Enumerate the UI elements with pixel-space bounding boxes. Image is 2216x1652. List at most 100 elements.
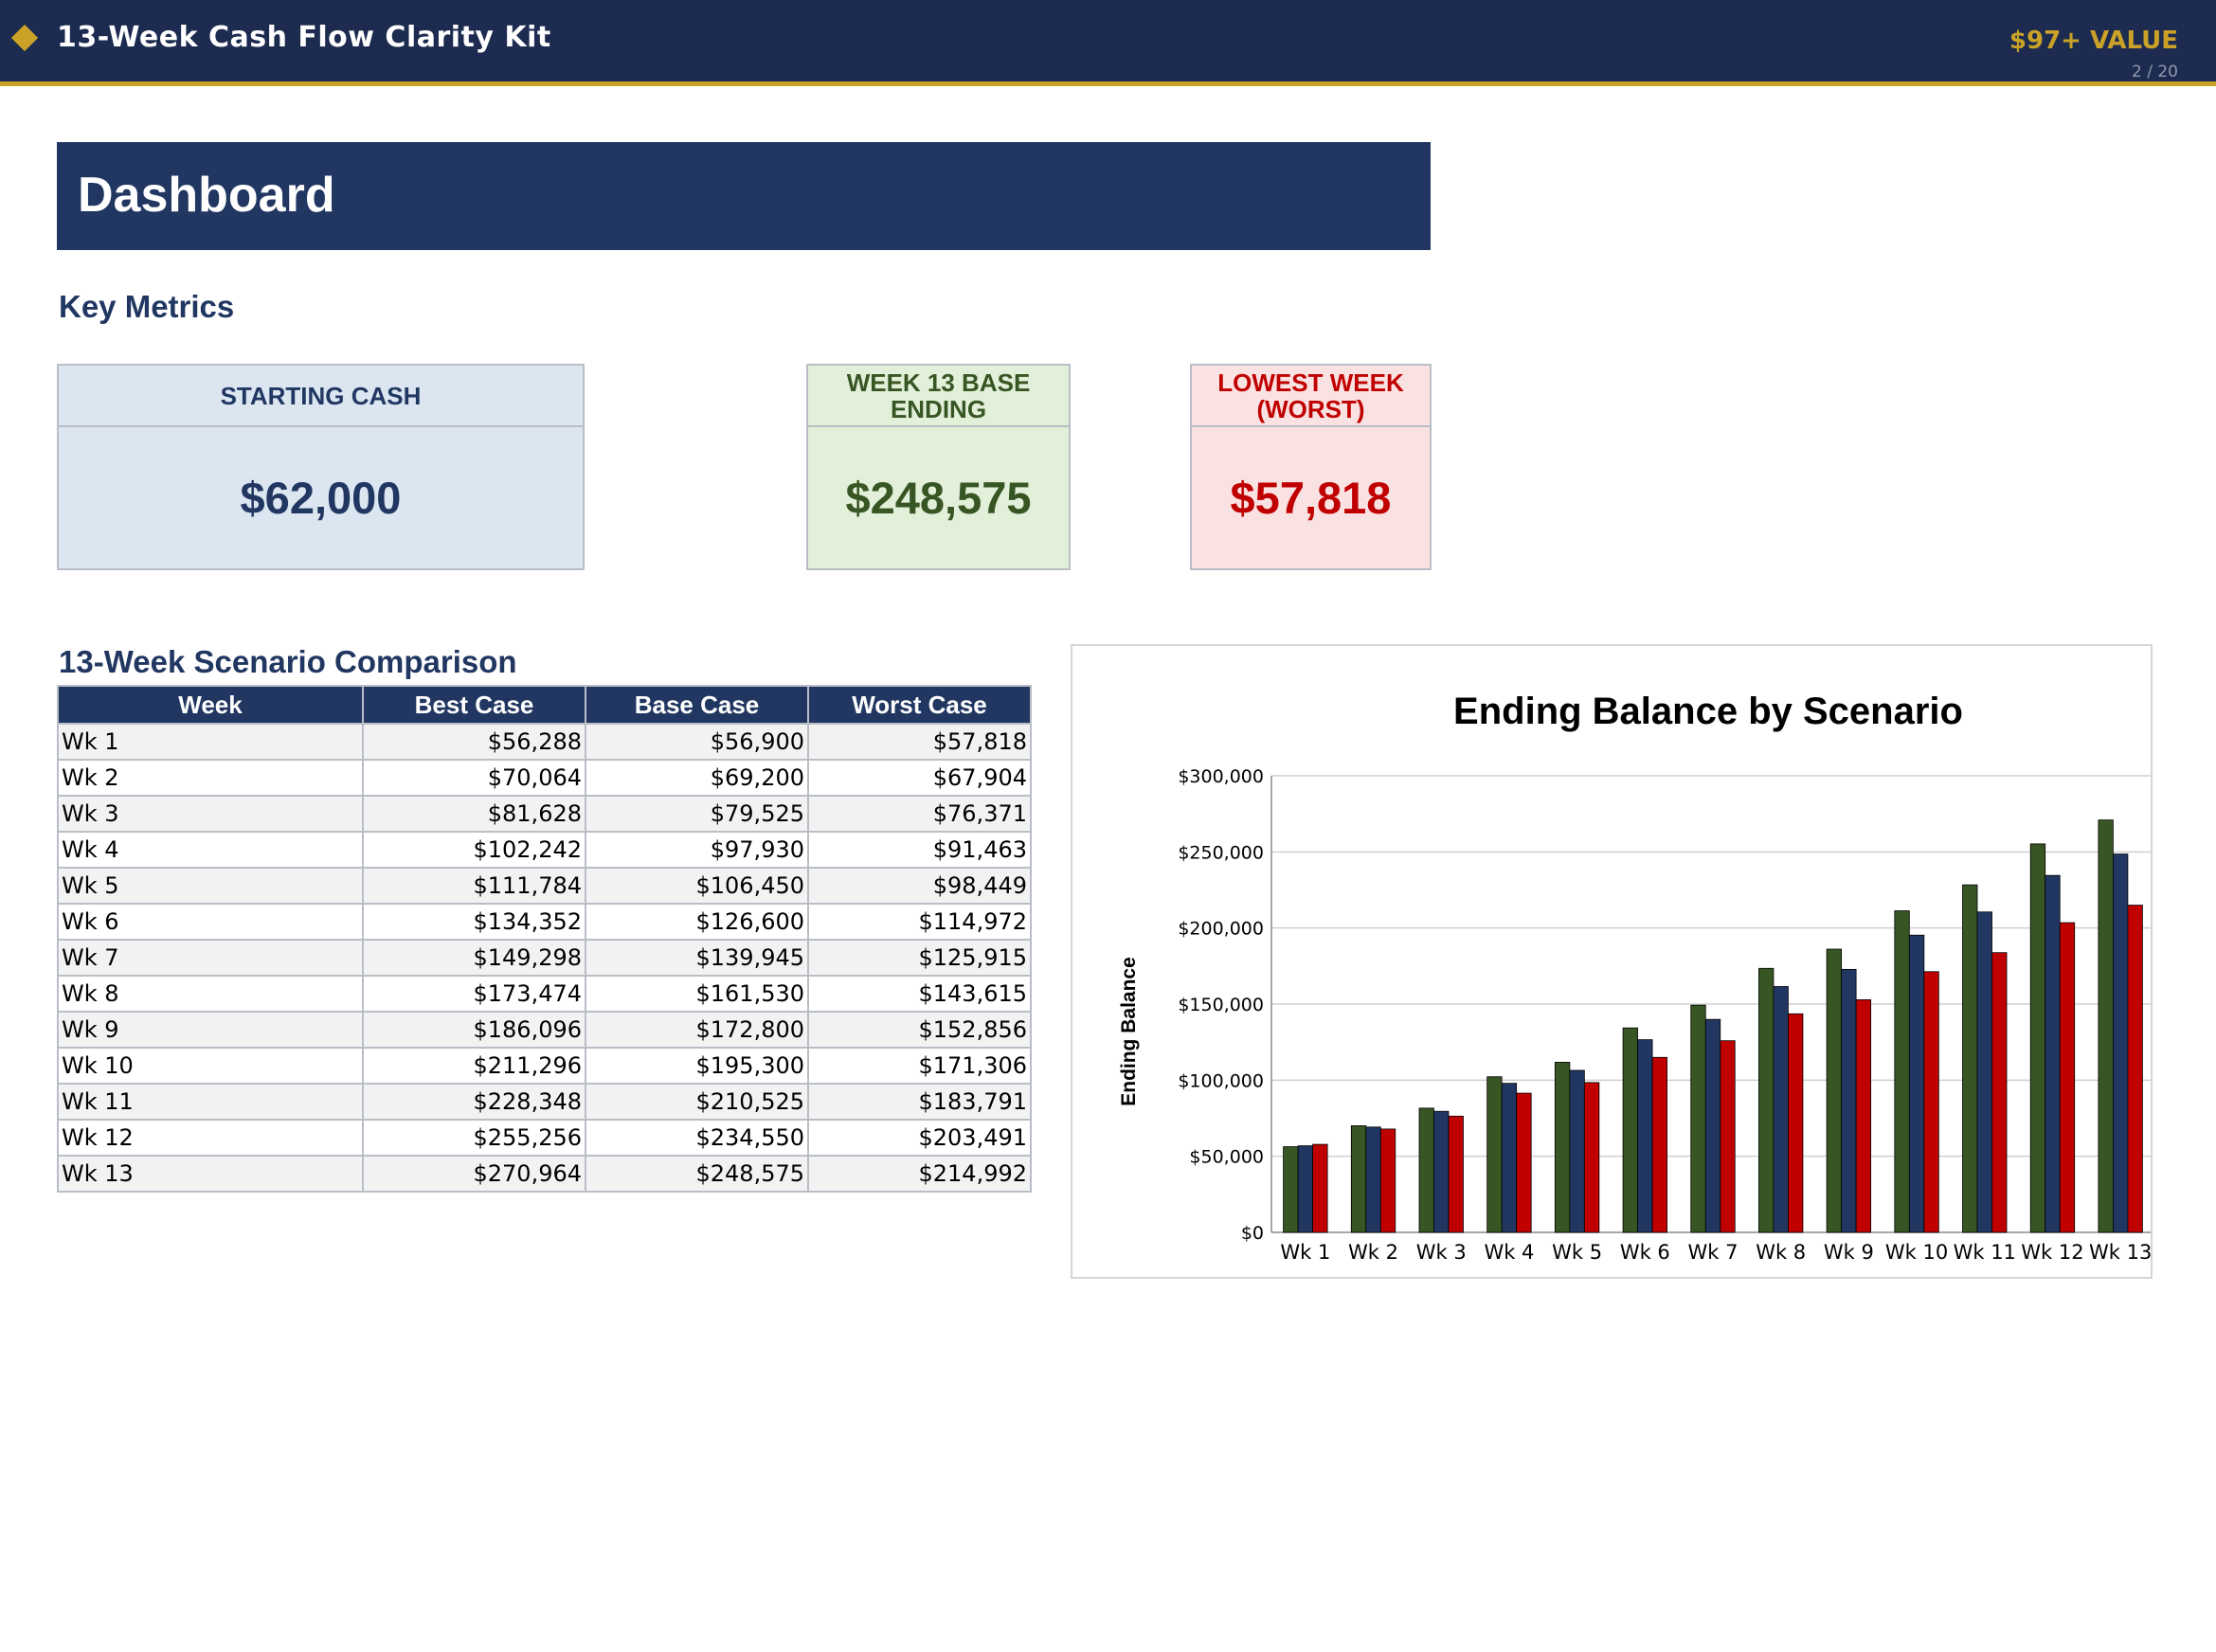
week-cell: Wk 9 bbox=[57, 1011, 364, 1049]
bar bbox=[1297, 1145, 1313, 1233]
week-cell: Wk 4 bbox=[57, 831, 364, 869]
amount-cell: $57,818 bbox=[807, 723, 1032, 761]
amount-cell: $234,550 bbox=[585, 1119, 809, 1157]
amount-cell: $183,791 bbox=[807, 1083, 1032, 1121]
amount-cell: $81,628 bbox=[362, 795, 586, 833]
kpi-label: WEEK 13 BASE ENDING bbox=[808, 366, 1069, 427]
amount-cell: $69,200 bbox=[585, 759, 809, 797]
week-cell: Wk 3 bbox=[57, 795, 364, 833]
amount-cell: $161,530 bbox=[585, 975, 809, 1013]
amount-cell: $114,972 bbox=[807, 903, 1032, 941]
top-bar: 13-Week Cash Flow Clarity Kit $97+ VALUE… bbox=[0, 0, 2216, 86]
bar bbox=[1923, 971, 1939, 1233]
amount-cell: $125,915 bbox=[807, 939, 1032, 977]
table-header-row: Week Best Case Base Case Worst Case bbox=[57, 685, 1032, 725]
kpi-value: $62,000 bbox=[240, 473, 402, 523]
amount-cell: $67,904 bbox=[807, 759, 1032, 797]
table-row: Wk 10 $211,296 $195,300 $171,306 bbox=[57, 1047, 1032, 1085]
amount-cell: $186,096 bbox=[362, 1011, 586, 1049]
key-metrics-title: Key Metrics bbox=[59, 289, 235, 324]
bar bbox=[1637, 1039, 1653, 1233]
kpi-value: $57,818 bbox=[1230, 473, 1392, 523]
bar bbox=[1720, 1040, 1736, 1233]
y-tick-label: $250,000 bbox=[1178, 842, 1264, 863]
table-row: Wk 1 $56,288 $56,900 $57,818 bbox=[57, 723, 1032, 761]
bar bbox=[1583, 1082, 1600, 1233]
amount-cell: $214,992 bbox=[807, 1155, 1032, 1193]
bar bbox=[1365, 1126, 1381, 1233]
app-title: 13-Week Cash Flow Clarity Kit bbox=[57, 21, 551, 54]
x-tick-label: Wk 8 bbox=[1756, 1241, 1806, 1264]
amount-cell: $152,856 bbox=[807, 1011, 1032, 1049]
amount-cell: $76,371 bbox=[807, 795, 1032, 833]
bar bbox=[2127, 905, 2143, 1233]
bar bbox=[1991, 952, 2008, 1233]
bar bbox=[1773, 986, 1789, 1233]
bar bbox=[1690, 1004, 1706, 1233]
table-row: Wk 8 $173,474 $161,530 $143,615 bbox=[57, 975, 1032, 1013]
amount-cell: $139,945 bbox=[585, 939, 809, 977]
page-indicator: 2 / 20 bbox=[2132, 63, 2178, 81]
bar bbox=[1962, 884, 1978, 1233]
table-body: Wk 1 $56,288 $56,900 $57,818 Wk 2 $70,064 $69,… bbox=[57, 723, 1032, 1193]
amount-cell: $195,300 bbox=[585, 1047, 809, 1085]
amount-cell: $102,242 bbox=[362, 831, 586, 869]
y-tick-label: $50,000 bbox=[1189, 1147, 1264, 1168]
page-title: Dashboard bbox=[78, 168, 335, 223]
bar bbox=[1448, 1115, 1464, 1233]
kpi-week13-base: WEEK 13 BASE ENDING $248,575 bbox=[806, 364, 1071, 570]
kpi-label: LOWEST WEEK (WORST) bbox=[1192, 366, 1430, 427]
column-header: Base Case bbox=[585, 685, 809, 725]
amount-cell: $126,600 bbox=[585, 903, 809, 941]
bar bbox=[1841, 968, 1857, 1233]
dashboard-banner: Dashboard bbox=[57, 142, 1431, 250]
week-cell: Wk 12 bbox=[57, 1119, 364, 1157]
week-cell: Wk 6 bbox=[57, 903, 364, 941]
bar bbox=[1788, 1013, 1804, 1233]
bar bbox=[1350, 1125, 1367, 1233]
y-tick-label: $100,000 bbox=[1178, 1070, 1264, 1091]
chart-canvas: Ending Balance by Scenario Ending Balanc… bbox=[1118, 691, 2152, 1264]
chart-title: Ending Balance by Scenario bbox=[1453, 691, 1963, 732]
amount-cell: $134,352 bbox=[362, 903, 586, 941]
bar bbox=[1758, 967, 1775, 1233]
x-tick-label: Wk 10 bbox=[1885, 1241, 1948, 1264]
kpi-value: $248,575 bbox=[845, 473, 1032, 523]
amount-cell: $106,450 bbox=[585, 867, 809, 905]
bar bbox=[1976, 911, 1992, 1233]
bar bbox=[2029, 843, 2046, 1233]
table-row: Wk 5 $111,784 $106,450 $98,449 bbox=[57, 867, 1032, 905]
amount-cell: $111,784 bbox=[362, 867, 586, 905]
kpi-lowest-week: LOWEST WEEK (WORST) $57,818 bbox=[1190, 364, 1432, 570]
amount-cell: $210,525 bbox=[585, 1083, 809, 1121]
bar bbox=[2113, 853, 2129, 1233]
week-cell: Wk 7 bbox=[57, 939, 364, 977]
bar bbox=[1433, 1110, 1450, 1233]
bar bbox=[1379, 1128, 1396, 1233]
table-row: Wk 6 $134,352 $126,600 $114,972 bbox=[57, 903, 1032, 941]
value-badge: $97+ VALUE bbox=[2009, 27, 2178, 55]
amount-cell: $172,800 bbox=[585, 1011, 809, 1049]
amount-cell: $70,064 bbox=[362, 759, 586, 797]
bar bbox=[1486, 1076, 1503, 1233]
bar bbox=[1554, 1062, 1571, 1233]
kpi-starting-cash: STARTING CASH $62,000 bbox=[57, 364, 585, 570]
week-cell: Wk 1 bbox=[57, 723, 364, 761]
bar bbox=[2045, 874, 2061, 1233]
bar bbox=[1855, 999, 1872, 1233]
amount-cell: $248,575 bbox=[585, 1155, 809, 1193]
week-cell: Wk 10 bbox=[57, 1047, 364, 1085]
amount-cell: $211,296 bbox=[362, 1047, 586, 1085]
bar bbox=[1704, 1018, 1721, 1233]
kpi-label: STARTING CASH bbox=[59, 366, 583, 427]
table-row: Wk 2 $70,064 $69,200 $67,904 bbox=[57, 759, 1032, 797]
bar bbox=[1826, 948, 1843, 1233]
y-axis-label: Ending Balance bbox=[1118, 957, 1140, 1106]
bar bbox=[1622, 1027, 1638, 1233]
scenario-table-title: 13-Week Scenario Comparison bbox=[59, 644, 517, 679]
amount-cell: $228,348 bbox=[362, 1083, 586, 1121]
x-tick-label: Wk 2 bbox=[1348, 1241, 1398, 1264]
bar bbox=[1569, 1069, 1585, 1233]
x-tick-label: Wk 13 bbox=[2089, 1241, 2152, 1264]
x-tick-label: Wk 7 bbox=[1688, 1241, 1739, 1264]
